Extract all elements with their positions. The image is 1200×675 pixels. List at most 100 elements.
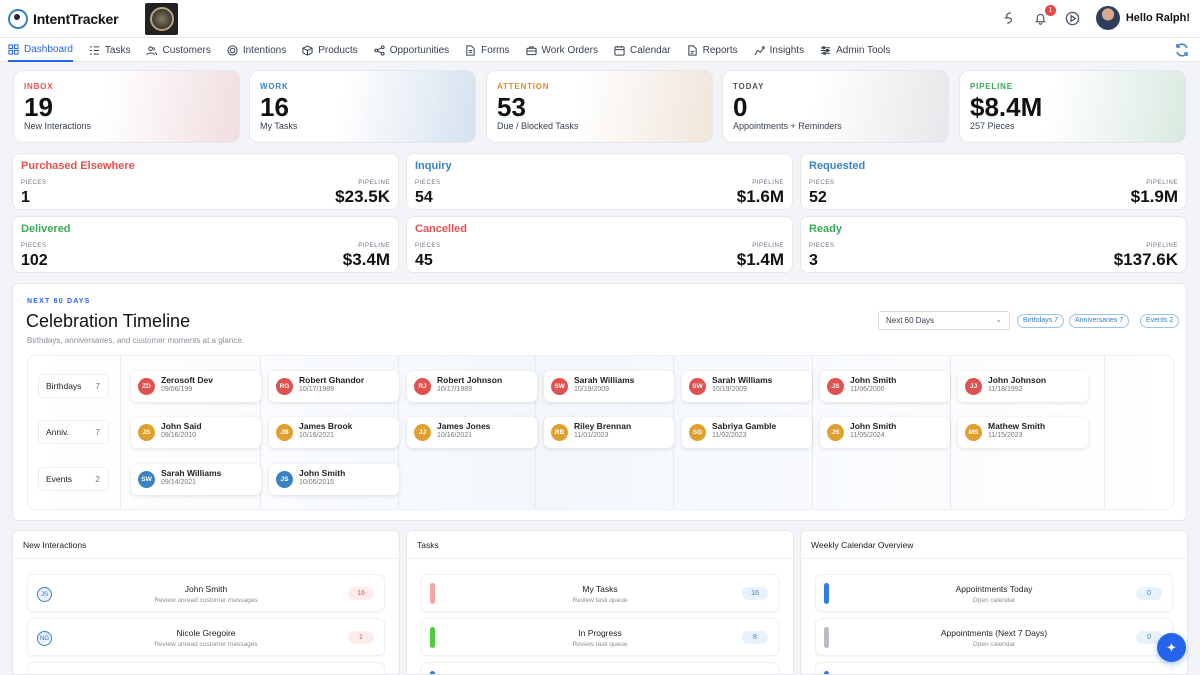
person-card[interactable]: ZD Zerosoft Dev 09/06/199 <box>131 371 261 402</box>
person-card[interactable]: RG Robert Ghandor 10/17/1989 <box>269 371 399 402</box>
list-item[interactable]: Open <box>421 662 779 674</box>
status-card-delivered[interactable]: Delivered PIECES PIPELINE 102 $3.4M <box>12 216 399 273</box>
range-select-value: Next 60 Days <box>886 316 935 325</box>
person-card[interactable]: MS Mathew Smith 11/15/2023 <box>958 417 1088 448</box>
play-icon[interactable] <box>1064 9 1082 27</box>
chip-anniversaries[interactable]: Anniversaries 7 <box>1069 314 1130 328</box>
pipeline-label: PIPELINE <box>1146 180 1178 186</box>
user-avatar[interactable] <box>1095 6 1120 30</box>
pieces-value: 102 <box>21 252 48 269</box>
panel-weekly-calendar-overview: Weekly Calendar Overview Appointments Tod… <box>800 530 1188 675</box>
nav-item-work-orders[interactable]: Work Orders <box>525 38 598 62</box>
nav-item-products[interactable]: Products <box>302 38 358 62</box>
share-icon <box>374 44 385 56</box>
nav-item-label: Intentions <box>242 44 287 56</box>
nav-item-dashboard[interactable]: Dashboard <box>8 38 73 62</box>
nav-item-customers[interactable]: Customers <box>146 38 211 62</box>
timeline-row-birthdays[interactable]: Birthdays 7 <box>38 374 109 398</box>
person-card[interactable]: RB Riley Brennan 11/01/2023 <box>544 417 674 448</box>
list-item[interactable]: My Tasks Review task queue 16 <box>421 574 779 612</box>
person-name: John Smith <box>299 468 346 478</box>
status-card-ready[interactable]: Ready PIECES PIPELINE 3 $137.6K <box>800 216 1187 273</box>
kpi-card-today[interactable]: TODAY 0 Appointments + Reminders <box>722 70 949 143</box>
person-card[interactable]: SW Sarah Williams 09/14/2021 <box>131 464 261 495</box>
pipeline-label: PIPELINE <box>358 243 390 249</box>
pieces-label: PIECES <box>21 243 47 249</box>
kpi-value: $8.4M <box>970 92 1043 122</box>
greeting-text: Hello Ralph! <box>1125 12 1190 24</box>
person-name: Robert Ghandor <box>299 375 365 385</box>
nav-item-opportunities[interactable]: Opportunities <box>374 38 449 62</box>
person-card[interactable]: RJ Robert Johnson 10/17/1989 <box>407 371 537 402</box>
count-badge: 8 <box>742 631 768 644</box>
nav-item-admin-tools[interactable]: Admin Tools <box>820 38 890 62</box>
notification-count-badge: 1 <box>1044 5 1056 16</box>
person-name: James Jones <box>437 421 491 431</box>
chip-birthdays[interactable]: Birthdays 7 <box>1017 314 1065 328</box>
person-name: Sabriya Gamble <box>712 421 777 431</box>
kpi-subtitle: Appointments + Reminders <box>733 121 842 131</box>
add-fab-button[interactable]: ✦ <box>1157 633 1186 662</box>
list-item[interactable]: Appointments (Next 7 Days) Open calendar 0 <box>815 618 1173 656</box>
person-card[interactable]: SG Sabriya Gamble 11/02/2023 <box>682 417 812 448</box>
nav-item-insights[interactable]: Insights <box>754 38 804 62</box>
kpi-label: ATTENTION <box>497 82 550 91</box>
timeline-row-anniv[interactable]: Anniv. 7 <box>38 420 109 444</box>
list-item[interactable]: JS John Smith Review unread customer messa… <box>27 574 385 612</box>
count-badge: 0 <box>1136 587 1162 600</box>
person-card[interactable]: JJ John Johnson 11/18/1992 <box>958 371 1088 402</box>
users-icon <box>146 45 158 55</box>
status-title: Inquiry <box>415 160 452 172</box>
status-card-purchased-elsewhere[interactable]: Purchased Elsewhere PIECES PIPELINE 1 $23.5K <box>12 153 399 210</box>
status-card-requested[interactable]: Requested PIECES PIPELINE 52 $1.9M <box>800 153 1187 210</box>
kpi-subtitle: 257 Pieces <box>970 121 1015 131</box>
status-card-inquiry[interactable]: Inquiry PIECES PIPELINE 54 $1.6M <box>406 153 793 210</box>
person-card[interactable]: SW Sarah Williams 10/19/2009 <box>544 371 674 402</box>
status-card-cancelled[interactable]: Cancelled PIECES PIPELINE 45 $1.4M <box>406 216 793 273</box>
file-icon <box>466 44 475 56</box>
chart-icon <box>754 45 765 55</box>
nav-item-forms[interactable]: Forms <box>465 38 510 62</box>
app-logo[interactable]: IntentTracker <box>8 9 119 29</box>
status-bar <box>824 671 829 674</box>
person-card[interactable]: JS John Smith 10/06/2015 <box>269 464 399 495</box>
person-card[interactable]: JB James Brook 10/16/2021 <box>269 417 399 448</box>
nav-item-tasks[interactable]: Tasks <box>89 38 130 62</box>
item-title: Appointments Today <box>955 584 1033 594</box>
notification-bell-icon[interactable]: 1 <box>1032 5 1056 27</box>
person-date: 10/06/2015 <box>299 479 335 486</box>
timeline-row-events[interactable]: Events 2 <box>38 467 109 491</box>
nav-item-reports[interactable]: Reports <box>687 38 738 62</box>
chip-events[interactable]: Events 2 <box>1140 314 1180 328</box>
kpi-card-pipeline[interactable]: PIPELINE $8.4M 257 Pieces <box>959 70 1186 143</box>
list-item[interactable]: Reminders Today <box>815 662 1173 674</box>
list-item[interactable]: Appointments Today Open calendar 0 <box>815 574 1173 612</box>
row-label: Anniv. <box>46 427 69 437</box>
person-name: John Smith <box>850 375 897 385</box>
list-item[interactable]: NG Nicole Gregoire Review unread customer … <box>27 618 385 656</box>
main-nav: Dashboard Tasks Customers Intentions Product… <box>0 38 1200 62</box>
status-bar <box>824 627 829 648</box>
kpi-card-attention[interactable]: ATTENTION 53 Due / Blocked Tasks <box>486 70 713 143</box>
pieces-label: PIECES <box>809 180 835 186</box>
person-card[interactable]: SW Sarah Williams 10/19/2009 <box>682 371 812 402</box>
avatar: SG <box>689 424 706 441</box>
flow-icon[interactable] <box>1000 9 1018 27</box>
count-badge: 0 <box>1136 631 1162 644</box>
nav-item-calendar[interactable]: Calendar <box>614 38 671 62</box>
person-card[interactable]: JJ James Jones 10/16/2021 <box>407 417 537 448</box>
kpi-card-inbox[interactable]: INBOX 19 New Interactions <box>13 70 240 143</box>
list-item[interactable]: In Progress Review task queue 8 <box>421 618 779 656</box>
nav-item-intentions[interactable]: Intentions <box>227 38 286 62</box>
company-seal-logo[interactable] <box>145 3 178 35</box>
person-card[interactable]: JS John Smith 11/05/2024 <box>820 417 950 448</box>
range-select[interactable]: Next 60 Days ⌄ <box>878 311 1010 330</box>
status-bar <box>824 583 829 604</box>
refresh-icon[interactable] <box>1174 42 1190 58</box>
timeline-gridline <box>812 356 813 509</box>
person-name: John Smith <box>850 421 897 431</box>
kpi-card-work[interactable]: WORK 16 My Tasks <box>249 70 476 143</box>
person-card[interactable]: JS John Said 09/16/2010 <box>131 417 261 448</box>
list-item[interactable]: Lazar Assoofi <box>27 662 385 674</box>
person-card[interactable]: JS John Smith 11/06/2000 <box>820 371 950 402</box>
